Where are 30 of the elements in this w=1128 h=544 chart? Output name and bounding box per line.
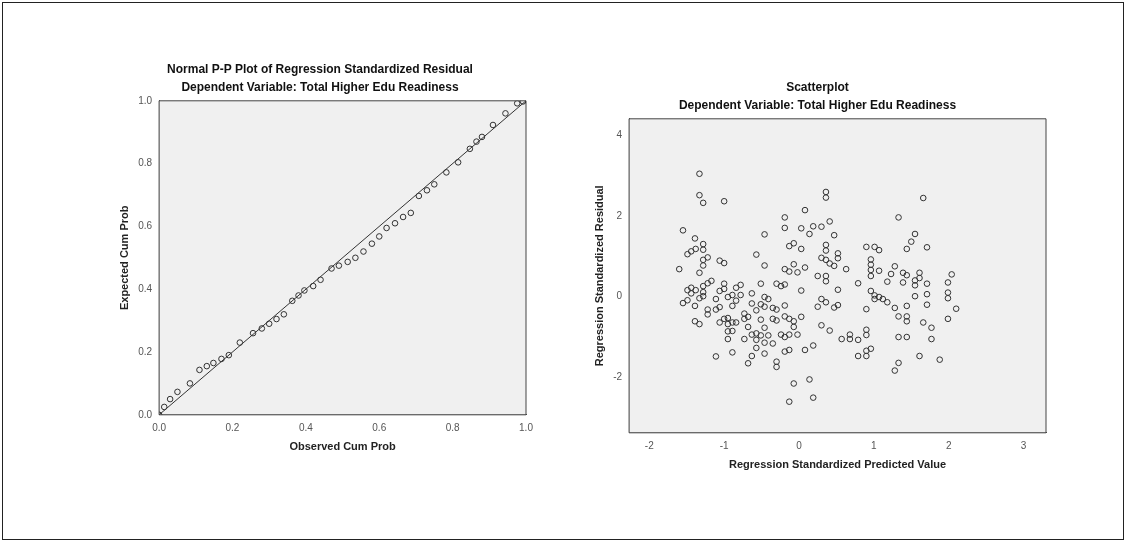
y-tick-label: -2	[613, 371, 623, 383]
y-tick-label: 0.0	[138, 408, 153, 420]
x-tick-label: 1	[871, 439, 878, 451]
x-axis-title: Regression Standardized Predicted Value	[729, 458, 947, 471]
y-tick-label: 0.2	[138, 345, 153, 357]
chart-title: Normal P-P Plot of Regression Standardized Residual	[167, 61, 473, 76]
y-tick-label: 0.8	[138, 157, 153, 169]
x-tick-label: 3	[1020, 439, 1027, 451]
x-tick-label: -2	[644, 439, 655, 451]
x-tick-label: 0.6	[372, 421, 387, 433]
chart-subtitle: Dependent Variable: Total Higher Edu Readiness	[678, 97, 957, 112]
y-tick-label: 2	[616, 209, 623, 221]
y-tick-label: 0.4	[138, 282, 153, 294]
x-tick-label: 0.8	[445, 421, 461, 433]
y-tick-label: 4	[616, 128, 623, 140]
x-tick-label: -1	[719, 439, 730, 451]
y-axis-title: Regression Standardized Residual	[592, 185, 605, 367]
chart-subtitle: Dependent Variable: Total Higher Edu Readiness	[181, 79, 459, 94]
x-axis-title: Observed Cum Prob	[289, 440, 397, 453]
x-tick-label: 0.2	[225, 421, 240, 433]
y-axis-title: Expected Cum Prob	[117, 205, 130, 311]
x-tick-label: 0.4	[298, 421, 314, 433]
x-tick-label: 2	[945, 439, 952, 451]
x-tick-label: 0	[796, 439, 803, 451]
y-tick-label: 0.6	[138, 220, 153, 232]
y-tick-label: 0	[616, 290, 623, 302]
x-tick-label: 0.0	[152, 421, 167, 433]
x-tick-label: 1.0	[519, 421, 534, 433]
y-tick-label: 1.0	[138, 94, 153, 106]
chart-title: Scatterplot	[786, 79, 849, 94]
